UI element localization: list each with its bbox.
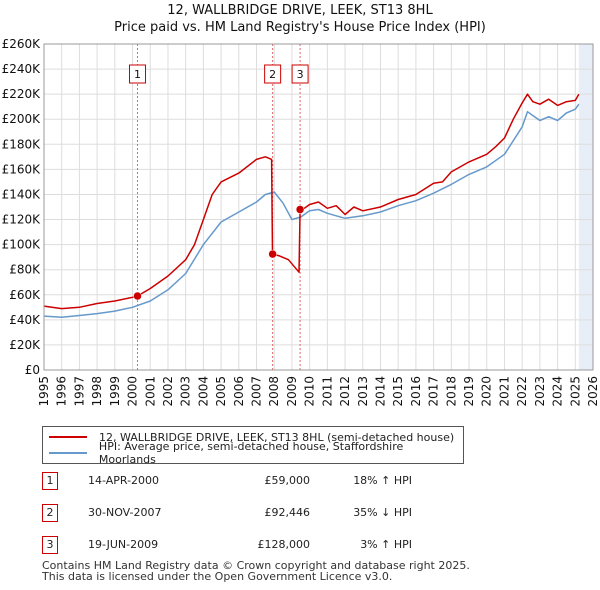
- transaction-row: 1 14-APR-2000 £59,000 18% ↑ HPI: [42, 472, 442, 504]
- legend: 12, WALLBRIDGE DRIVE, LEEK, ST13 8HL (se…: [42, 426, 464, 466]
- transactions-table: 1 14-APR-2000 £59,000 18% ↑ HPI 2 30-NOV…: [42, 472, 442, 568]
- x-tick-label: 1998: [90, 376, 104, 407]
- transaction-hpi-diff: 35% ↓ HPI: [353, 506, 412, 519]
- sale-point: [268, 249, 277, 259]
- transaction-date: 14-APR-2000: [88, 474, 160, 487]
- transaction-date: 30-NOV-2007: [88, 506, 162, 519]
- transaction-hpi-diff: 3% ↑ HPI: [360, 538, 412, 551]
- property-price-line: [43, 93, 580, 310]
- x-tick-label: 2010: [303, 376, 317, 407]
- x-tick-label: 2015: [391, 376, 405, 407]
- sale-marker-label: 1: [134, 68, 141, 81]
- x-tick-label: 2023: [533, 376, 547, 407]
- legend-item-hpi: HPI: Average price, semi-detached house,…: [49, 440, 463, 466]
- y-tick-label: £60K: [9, 288, 41, 302]
- y-tick-label: £0: [25, 363, 40, 377]
- y-tick-label: £180K: [2, 137, 42, 151]
- legend-item-property: 12, WALLBRIDGE DRIVE, LEEK, ST13 8HL (se…: [49, 429, 454, 445]
- transaction-date: 19-JUN-2009: [88, 538, 159, 551]
- x-tick-label: 2021: [497, 376, 511, 407]
- x-tick-label: 1996: [55, 376, 69, 407]
- x-tick-label: 2005: [214, 376, 228, 407]
- x-tick-label: 2008: [267, 376, 281, 407]
- sale-points: [133, 205, 305, 301]
- sale-marker-box: [129, 64, 147, 84]
- x-tick-label: 2024: [551, 376, 565, 407]
- y-tick-label: £200K: [2, 112, 42, 126]
- grid: [43, 43, 594, 371]
- x-tick-label: 2018: [444, 376, 458, 407]
- legend-line-property: [49, 436, 87, 438]
- sale-point: [295, 205, 305, 214]
- transaction-price: £92,446: [264, 506, 311, 519]
- x-tick-label: 1999: [108, 376, 122, 407]
- transaction-number-badge: 1: [42, 472, 58, 490]
- x-tick-label: 2007: [250, 376, 264, 407]
- x-tick-label: 2004: [196, 376, 210, 407]
- y-tick-label: £260K: [2, 37, 42, 51]
- x-tick-label: 2017: [427, 376, 441, 407]
- y-tick-label: £140K: [2, 187, 42, 201]
- transaction-row: 3 19-JUN-2009 £128,000 3% ↑ HPI: [42, 536, 442, 568]
- legend-label-property: 12, WALLBRIDGE DRIVE, LEEK, ST13 8HL (se…: [99, 430, 455, 444]
- transaction-number-badge: 2: [42, 504, 58, 522]
- x-tick-label: 2011: [320, 376, 334, 407]
- footer-copyright: Contains HM Land Registry data © Crown c…: [42, 559, 470, 572]
- y-tick-label: £240K: [2, 62, 42, 76]
- sale-marker-lines: 1 2 3: [129, 44, 309, 370]
- transaction-number-badge: 3: [42, 536, 58, 554]
- x-tick-label: 2013: [356, 376, 370, 407]
- x-tick-label: 2001: [143, 376, 157, 407]
- sale-marker-label: 3: [297, 68, 304, 81]
- y-tick-label: £120K: [2, 213, 42, 227]
- series: [43, 93, 580, 319]
- legend-line-hpi: [49, 452, 87, 454]
- y-tick-label: £160K: [2, 162, 42, 176]
- legend-label-hpi: HPI: Average price, semi-detached house,…: [98, 440, 404, 466]
- x-tick-label: 2026: [586, 376, 600, 407]
- x-tick-label: 2002: [161, 376, 175, 407]
- x-tick-label: 2006: [232, 376, 246, 407]
- x-tick-label: 2000: [126, 376, 140, 407]
- x-tick-label: 2019: [462, 376, 476, 407]
- footer: Contains HM Land Registry data © Crown c…: [42, 560, 470, 582]
- axes: £0 £20K £40K £60K £80K £100K £120K £140K £160K £1…: [2, 37, 600, 407]
- sale-marker-box: [291, 64, 309, 84]
- plot-frame: [43, 43, 594, 371]
- x-tick-label: 2020: [480, 376, 494, 407]
- x-tick-label: 2009: [285, 376, 299, 407]
- y-tick-label: £80K: [9, 263, 41, 277]
- x-tick-label: 2014: [373, 376, 387, 407]
- y-tick-label: £100K: [2, 238, 42, 252]
- future-shade: [578, 44, 593, 370]
- x-tick-label: 2012: [338, 376, 352, 407]
- x-tick-label: 2016: [409, 376, 423, 407]
- x-tick-label: 1995: [37, 376, 51, 407]
- y-tick-label: £20K: [9, 338, 41, 352]
- sale-point: [133, 291, 142, 301]
- footer-license: This data is licensed under the Open Gov…: [42, 570, 393, 583]
- x-tick-label: 2022: [515, 376, 529, 407]
- transaction-row: 2 30-NOV-2007 £92,446 35% ↓ HPI: [42, 504, 442, 536]
- x-tick-label: 2025: [568, 376, 582, 407]
- x-tick-label: 1997: [72, 376, 86, 407]
- transaction-hpi-diff: 18% ↑ HPI: [353, 474, 412, 487]
- transaction-price: £128,000: [257, 538, 311, 551]
- chart-subtitle: Price paid vs. HM Land Registry's House …: [114, 20, 486, 35]
- x-tick-label: 2003: [179, 376, 193, 407]
- y-tick-label: £40K: [9, 313, 41, 327]
- sale-marker-box: [264, 64, 282, 84]
- transaction-price: £59,000: [264, 474, 311, 487]
- y-tick-label: £220K: [2, 87, 42, 101]
- hpi-line: [43, 103, 580, 319]
- sale-marker-label: 2: [269, 68, 276, 81]
- chart-title: 12, WALLBRIDGE DRIVE, LEEK, ST13 8HL: [167, 3, 433, 18]
